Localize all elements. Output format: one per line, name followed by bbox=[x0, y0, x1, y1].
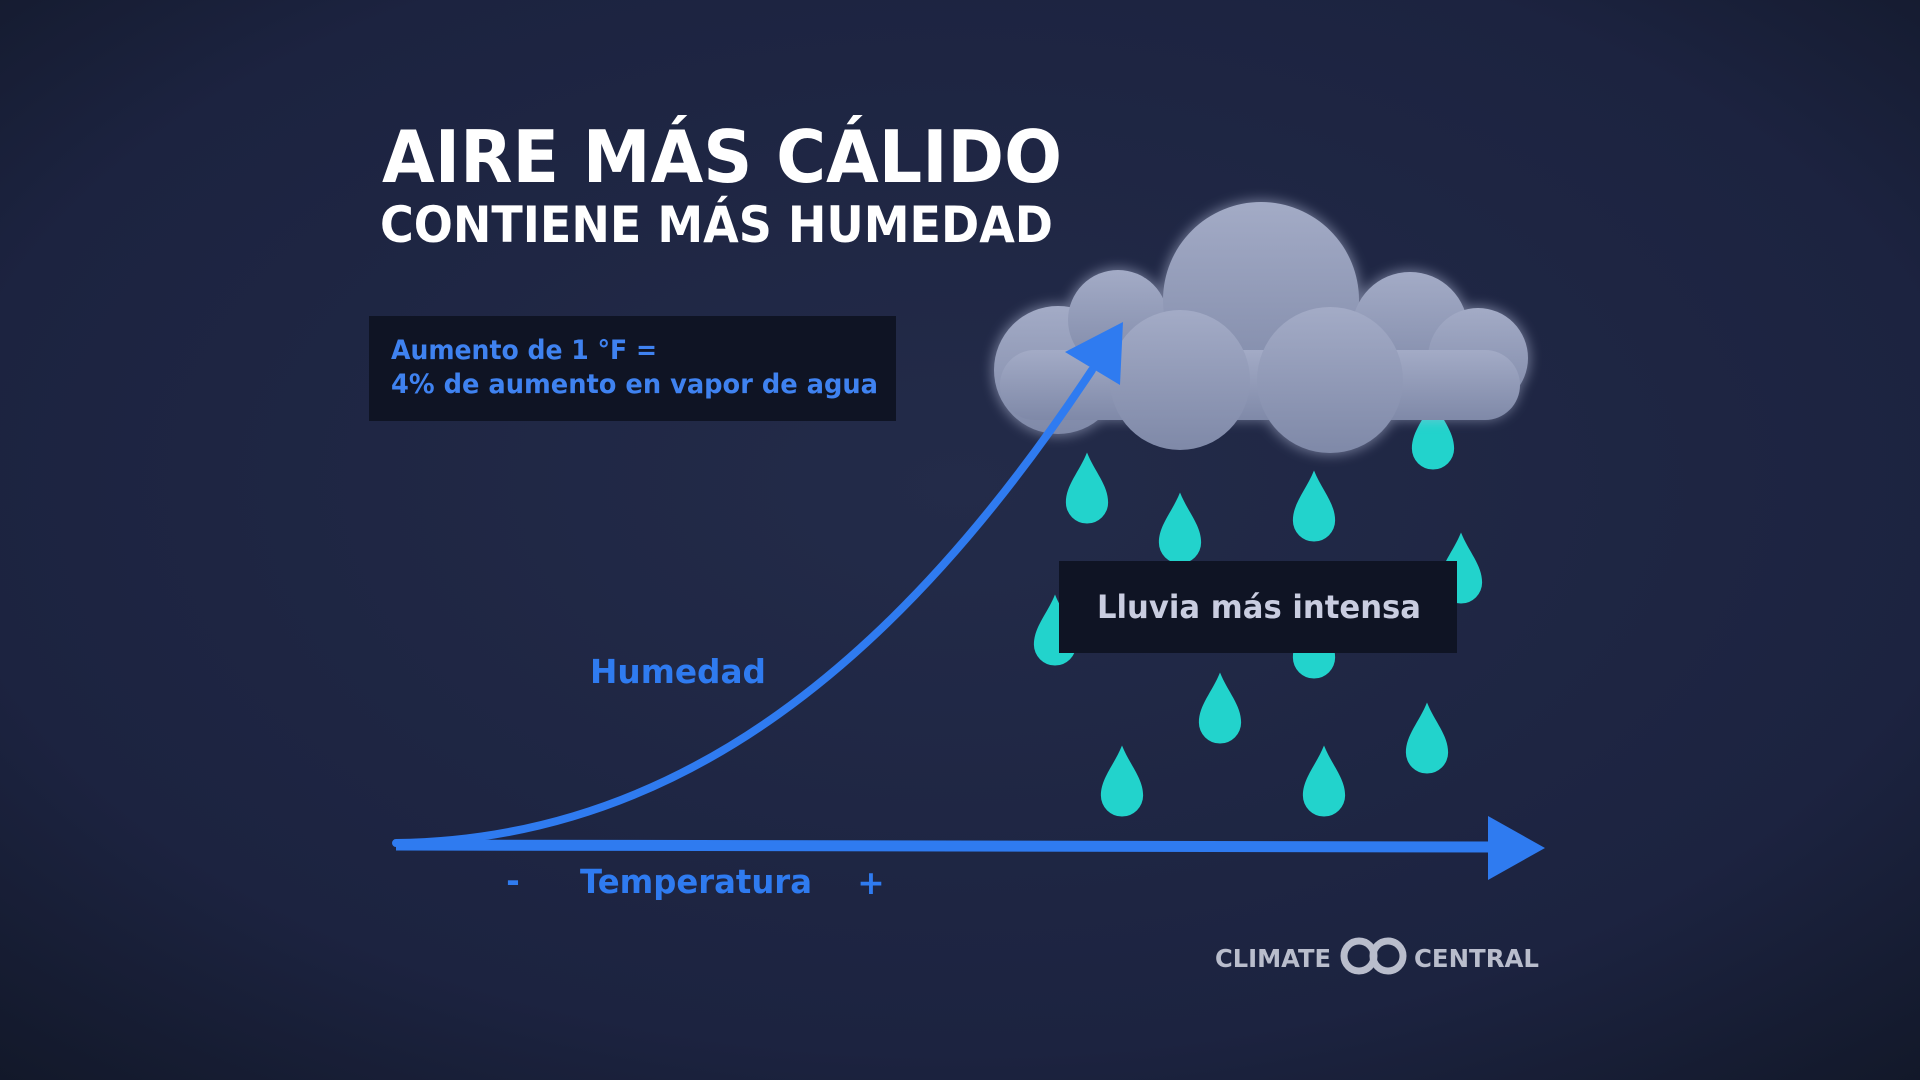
logo-ring bbox=[1369, 937, 1407, 975]
info-line-1: Aumento de 1 °F = bbox=[391, 335, 657, 366]
curve bbox=[392, 366, 1096, 847]
title-line-2: CONTIENE MÁS HUMEDAD bbox=[380, 195, 1053, 254]
rain-box bbox=[1059, 561, 1457, 653]
x-axis bbox=[395, 839, 1501, 853]
rain-label: Lluvia más intensa bbox=[1097, 588, 1421, 626]
info-line-2: 4% de aumento en vapor de agua bbox=[391, 369, 878, 400]
title-line-1: AIRE MÁS CÁLIDO bbox=[382, 115, 1062, 199]
curve-arrowhead bbox=[1065, 322, 1123, 385]
curve-label: Humedad bbox=[590, 652, 766, 691]
axis-low: - bbox=[506, 861, 520, 900]
info-box bbox=[369, 316, 896, 421]
x-axis-arrowhead bbox=[1488, 816, 1545, 880]
logo-right: CENTRAL bbox=[1414, 944, 1539, 973]
logo-left: CLIMATE bbox=[1215, 944, 1331, 973]
axis-label: Temperatura bbox=[580, 862, 812, 901]
cloud bbox=[992, 200, 1530, 455]
axis-high: + bbox=[857, 863, 885, 902]
humidity-curve bbox=[392, 366, 1096, 847]
logo: CLIMATE CENTRAL bbox=[1215, 937, 1539, 975]
